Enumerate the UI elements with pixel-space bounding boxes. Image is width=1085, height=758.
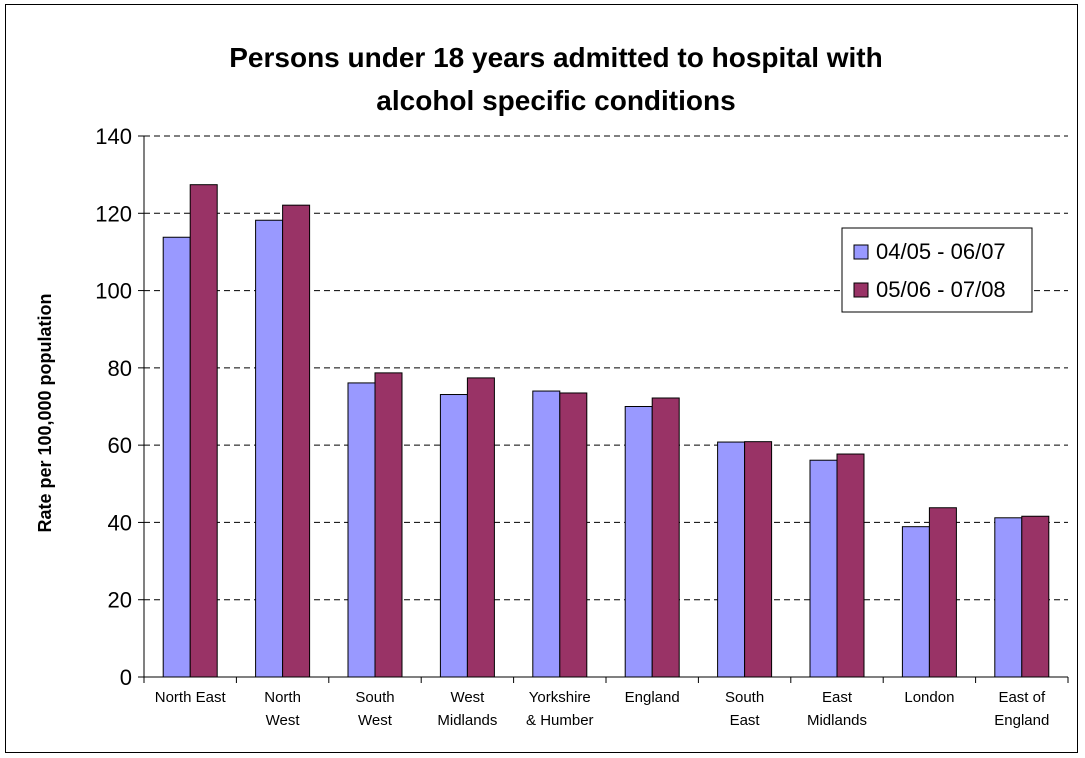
bar-series-2-cat-2 (282, 204, 311, 678)
x-tick-label-line: Midlands (437, 712, 497, 729)
y-tick-label: 80 (108, 356, 132, 381)
x-tick-label-line: East (822, 689, 853, 706)
legend-swatch-2 (853, 282, 869, 298)
y-tick-label: 0 (120, 665, 132, 690)
chart-title-line-2: alcohol specific conditions (376, 85, 735, 116)
x-tick-label-line: North (264, 689, 301, 706)
bar-series-2-cat-4 (466, 377, 495, 678)
bar-series-2-cat-7 (744, 441, 773, 678)
chart-frame: Persons under 18 years admitted to hospi… (5, 4, 1078, 753)
legend-label-1: 04/05 - 06/07 (876, 239, 1006, 264)
y-tick-label: 60 (108, 433, 132, 458)
bar-series-1-cat-6 (624, 406, 653, 678)
x-tick-label-line: England (625, 689, 680, 706)
y-tick-label: 20 (108, 588, 132, 613)
legend: 04/05 - 06/07 05/06 - 07/08 (841, 227, 1033, 313)
legend-box (841, 227, 1033, 313)
y-tick-label: 40 (108, 510, 132, 535)
bar-series-2-cat-10 (1021, 515, 1050, 678)
y-tick-label: 100 (95, 279, 132, 304)
bar-series-1-cat-9 (901, 526, 930, 678)
x-tick-label: Yorkshire & Humber (526, 689, 594, 729)
x-tick-label: London (904, 689, 954, 706)
y-tick-label: 140 (95, 124, 132, 149)
x-tick-label: West Midlands (437, 689, 497, 729)
chart-canvas: Persons under 18 years admitted to hospi… (35, 42, 1069, 729)
x-tick-label: North East (155, 689, 227, 706)
x-tick-label-line: Midlands (807, 712, 867, 729)
chart-title: Persons under 18 years admitted to hospi… (229, 42, 883, 116)
x-tick-label: South West (355, 689, 394, 729)
x-tick-label-line: West (266, 712, 301, 729)
x-tick-label: North West (264, 689, 301, 729)
legend-swatch-1 (853, 244, 869, 260)
bar-series-2-cat-3 (374, 372, 403, 678)
x-tick-label-line: South (725, 689, 764, 706)
bar-series-1-cat-2 (255, 219, 284, 678)
x-tick-label: England (625, 689, 680, 706)
x-tick-label-line: West (450, 689, 485, 706)
x-tick-label: East of England (994, 689, 1049, 729)
x-axis-ticks: North East North West South West West Midlands… (143, 677, 1069, 729)
y-axis-ticks: 0 20 40 60 80 100 120 140 (95, 124, 144, 690)
bar-series-1-cat-10 (994, 517, 1023, 678)
bar-series-1-cat-1 (162, 236, 191, 678)
bar-series-1-cat-7 (717, 441, 746, 678)
y-axis-label: Rate per 100,000 population (35, 293, 55, 532)
bar-series-1-cat-5 (532, 390, 561, 678)
y-tick-label: 120 (95, 201, 132, 226)
x-tick-label-line: England (994, 712, 1049, 729)
x-tick-label-line: East (730, 712, 761, 729)
x-tick-label-line: East of (998, 689, 1046, 706)
x-tick-label-line: North East (155, 689, 227, 706)
x-tick-label-line: & Humber (526, 712, 594, 729)
bar-series-1-cat-3 (347, 382, 376, 678)
bar-series-2-cat-5 (559, 392, 588, 678)
bar-series-2-cat-8 (836, 453, 865, 678)
x-tick-label-line: South (355, 689, 394, 706)
bar-series-2-cat-1 (189, 184, 218, 678)
bar-series-2-cat-9 (928, 507, 957, 678)
bar-series-2-cat-6 (651, 397, 680, 678)
x-tick-label-line: London (904, 689, 954, 706)
x-tick-label: South East (725, 689, 764, 729)
bar-series-1-cat-8 (809, 459, 838, 678)
x-tick-label-line: Yorkshire (529, 689, 591, 706)
bar-series-1-cat-4 (439, 394, 468, 678)
x-tick-label: East Midlands (807, 689, 867, 729)
legend-label-2: 05/06 - 07/08 (876, 277, 1006, 302)
bars (162, 184, 1050, 678)
x-tick-label-line: West (358, 712, 393, 729)
chart-title-line-1: Persons under 18 years admitted to hospi… (229, 42, 883, 73)
